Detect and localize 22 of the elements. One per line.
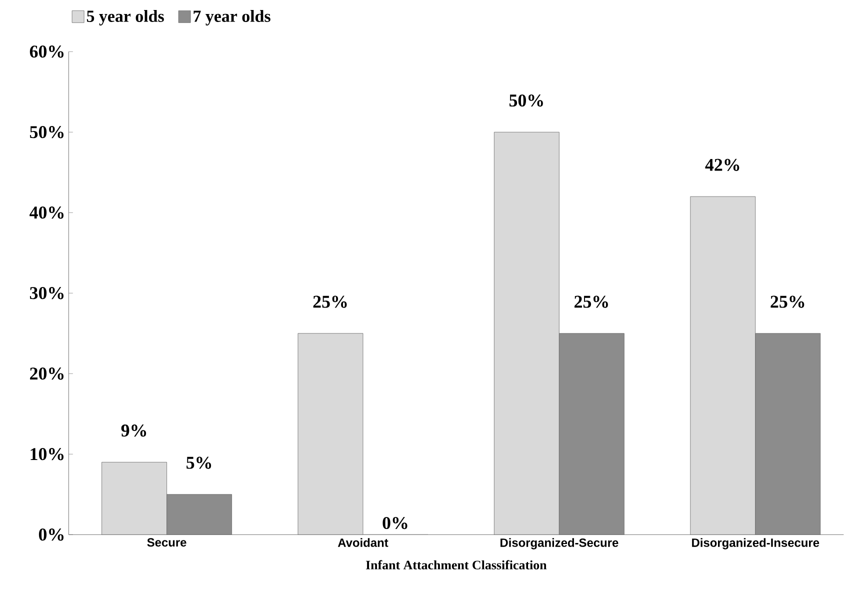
x-tick-label: Disorganized-Secure [500, 538, 618, 550]
x-tick-label: Secure [147, 538, 186, 547]
data-label: 25% [574, 296, 608, 308]
data-label: 0% [382, 516, 408, 530]
x-tick-label: Disorganized-Insecure [692, 538, 820, 550]
x-axis-title: Infant Attachment Classification [366, 560, 547, 570]
y-tick-label: 60% [30, 46, 64, 58]
legend-label: 5 year olds [86, 10, 164, 26]
y-tick-label: 10% [30, 448, 64, 460]
y-tick-label: 40% [30, 206, 64, 219]
data-label: 25% [770, 296, 804, 308]
data-label: 25% [313, 296, 347, 308]
y-tick-label: 0% [38, 528, 64, 541]
legend-label: 7 year olds [194, 10, 270, 26]
data-label: 42% [705, 158, 740, 172]
y-tick-label: 20% [30, 368, 64, 380]
y-tick-label: 50% [30, 126, 64, 138]
data-label: 50% [509, 94, 543, 107]
data-label: 9% [121, 424, 146, 437]
x-tick-label: Avoidant [338, 538, 388, 547]
data-label: 5% [186, 456, 212, 469]
y-tick-label: 30% [30, 287, 64, 300]
